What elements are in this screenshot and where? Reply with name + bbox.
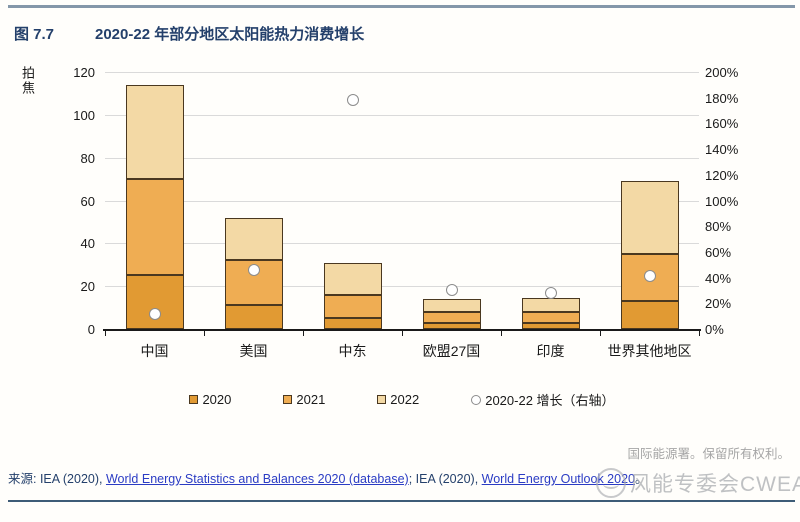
source-line: 来源: IEA (2020), World Energy Statistics … — [8, 468, 648, 487]
watermark-text: 风能专委会CWEA — [630, 473, 800, 496]
right-axis-tick-label: 0% — [705, 322, 724, 337]
growth-marker — [643, 270, 656, 283]
bar-segment-2022 — [620, 181, 679, 255]
legend-swatch-2022 — [377, 395, 387, 404]
x-axis-tick — [303, 331, 304, 336]
right-axis-tick-label: 160% — [705, 116, 739, 132]
figure-number: 图 7.7 — [14, 26, 55, 43]
legend-swatch-2020 — [189, 395, 199, 404]
bar-segment-2022 — [125, 84, 184, 180]
bar-segment-2022 — [224, 217, 283, 261]
category-label: 世界其他地区 — [607, 343, 692, 359]
x-axis-line — [103, 329, 701, 331]
right-axis-tick-label: 140% — [705, 142, 739, 158]
bar-segment-2022 — [422, 299, 481, 312]
bar-segment-2020 — [125, 275, 184, 329]
category-label: 欧盟27国 — [422, 343, 481, 359]
bar-segment-2022 — [521, 297, 580, 312]
copyright-note: 国际能源署。保留所有权利。 — [627, 447, 790, 461]
legend-label-growth: 2020-22 增长（右轴） — [485, 393, 615, 408]
legend-item-2022: 2022 — [377, 392, 419, 407]
source-text-1: IEA (2020), — [39, 472, 106, 486]
right-axis-tick-label: 100% — [705, 193, 739, 209]
source-text-2: ; IEA (2020), — [408, 472, 482, 486]
source-link-outlook[interactable]: World Energy Outlook 2020 — [481, 472, 635, 486]
gridline — [105, 72, 699, 73]
bar-segment-2020 — [620, 301, 679, 329]
legend-swatch-2021 — [283, 395, 293, 404]
bottom-rule — [8, 500, 795, 502]
source-link-statistics[interactable]: World Energy Statistics and Balances 202… — [105, 472, 409, 486]
bar-segment-2020 — [521, 322, 580, 329]
legend-label-2020: 2020 — [202, 392, 232, 407]
top-rule — [8, 5, 795, 8]
bar-segment-2021 — [125, 179, 184, 276]
growth-marker — [445, 284, 458, 297]
growth-marker — [346, 94, 359, 107]
left-axis-tick-label: 20 — [80, 279, 95, 295]
bar-segment-2021 — [224, 260, 283, 306]
growth-marker — [544, 287, 557, 300]
gridline — [105, 243, 699, 245]
x-axis-tick — [699, 331, 700, 336]
right-axis-tick-label: 20% — [705, 296, 732, 312]
x-axis-tick — [204, 331, 205, 336]
right-axis-tick-label: 200% — [705, 65, 739, 80]
gridline — [105, 286, 699, 288]
category-label: 中东 — [338, 343, 367, 359]
figure-titlebar: 图 7.7 2020-22 年部分地区太阳能热力消费增长 — [14, 23, 364, 44]
left-axis-tick-label: 80 — [80, 150, 95, 166]
right-axis-tick-label: 80% — [705, 219, 732, 235]
right-axis-tick-label: 40% — [705, 270, 732, 286]
bar-segment-2021 — [521, 311, 580, 323]
growth-marker — [148, 307, 161, 320]
left-axis-tick-label: 0 — [87, 322, 95, 337]
right-axis-tick-label: 60% — [705, 244, 732, 260]
legend-item-2020: 2020 — [189, 392, 231, 407]
gridline — [105, 200, 699, 202]
right-axis-tick-label: 120% — [705, 167, 739, 183]
legend-label-2022: 2022 — [390, 392, 420, 407]
left-axis-tick-label: 60 — [80, 193, 95, 209]
gridline — [105, 157, 699, 159]
legend-marker-growth-icon — [471, 394, 482, 405]
legend-label-2021: 2021 — [296, 392, 326, 407]
left-axis-tick-label: 40 — [80, 236, 95, 252]
legend-item-growth: 2020-22 增长（右轴） — [471, 390, 615, 409]
source-prefix: 来源: — [8, 472, 40, 486]
figure-title: 2020-22 年部分地区太阳能热力消费增长 — [95, 26, 365, 43]
right-axis-tick-label: 180% — [705, 90, 739, 106]
bar-segment-2021 — [422, 311, 481, 323]
bar-segment-2020 — [422, 322, 481, 329]
x-axis-tick — [600, 331, 601, 336]
bar-segment-2020 — [323, 318, 382, 329]
growth-marker — [247, 263, 260, 276]
legend-item-2021: 2021 — [283, 392, 325, 407]
x-axis-tick — [402, 331, 403, 336]
bar-segment-2021 — [323, 294, 382, 319]
left-axis-tick-label: 100 — [73, 107, 95, 123]
left-axis-tick-label: 120 — [73, 65, 95, 80]
source-suffix: 。 — [634, 472, 648, 486]
category-label: 印度 — [536, 343, 565, 359]
bar-segment-2020 — [224, 305, 283, 329]
category-label: 美国 — [239, 343, 268, 359]
bar-segment-2022 — [323, 262, 382, 295]
category-label: 中国 — [140, 343, 169, 359]
x-axis-tick — [105, 331, 106, 336]
chart-legend: 2020 2021 2022 2020-22 增长（右轴） — [105, 390, 699, 409]
x-axis-tick — [501, 331, 502, 336]
left-axis-title: 拍焦 — [20, 66, 35, 96]
gridline — [105, 114, 699, 116]
